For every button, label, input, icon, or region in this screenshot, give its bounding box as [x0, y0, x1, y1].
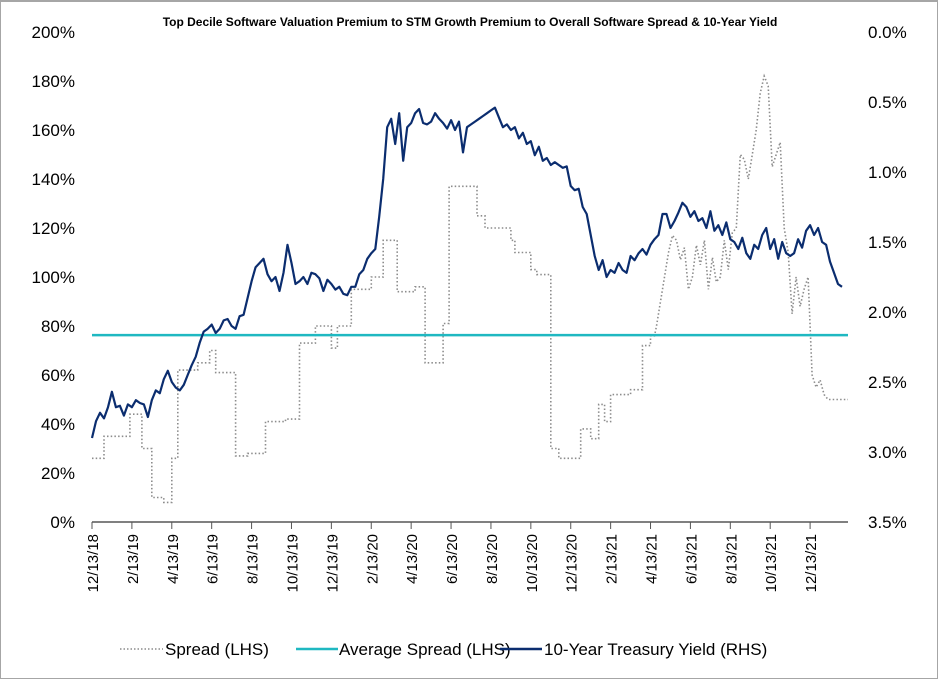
left-y-tick-label: 140% — [32, 170, 75, 189]
left-y-tick-label: 40% — [41, 415, 75, 434]
right-y-tick-label: 3.5% — [868, 513, 907, 532]
x-tick-label: 8/13/20 — [484, 534, 501, 584]
left-y-tick-label: 200% — [32, 23, 75, 42]
left-y-axis: 0% 20% 40% 60% 80% 100% 120% 140% 160% 180% 200% — [32, 23, 75, 532]
x-tick-label: 12/13/20 — [564, 534, 581, 592]
left-y-tick-label: 0% — [50, 513, 75, 532]
x-tick-label: 10/13/20 — [524, 534, 541, 592]
right-y-tick-label: 2.0% — [868, 303, 907, 322]
x-axis: 12/13/18 2/13/19 4/13/19 6/13/19 8/13/19 10/1… — [85, 521, 848, 592]
x-tick-label: 12/13/18 — [85, 534, 102, 592]
legend-label: 10-Year Treasury Yield (RHS) — [544, 640, 767, 659]
left-y-tick-label: 60% — [41, 366, 75, 385]
x-tick-label: 12/13/19 — [324, 534, 341, 592]
left-y-tick-label: 20% — [41, 464, 75, 483]
left-y-tick-label: 180% — [32, 72, 75, 91]
left-y-tick-label: 80% — [41, 317, 75, 336]
right-y-axis: 0.0% 0.5% 1.0% 1.5% 2.0% 2.5% 3.0% 3.5% — [868, 23, 907, 532]
x-tick-label: 2/13/21 — [604, 534, 621, 584]
right-y-tick-label: 1.5% — [868, 233, 907, 252]
x-tick-label: 10/13/21 — [763, 534, 780, 592]
legend-label: Spread (LHS) — [165, 640, 269, 659]
legend-item-treasury-yield[interactable]: 10-Year Treasury Yield (RHS) — [500, 640, 767, 659]
chart-title: Top Decile Software Valuation Premium to… — [163, 15, 778, 29]
legend-item-spread[interactable]: Spread (LHS) — [120, 640, 269, 659]
x-tick-label: 6/13/21 — [683, 534, 700, 584]
x-tick-label: 6/13/20 — [444, 534, 461, 584]
x-tick-label: 8/13/19 — [245, 534, 262, 584]
x-tick-label: 4/13/20 — [404, 534, 421, 584]
x-tick-label: 6/13/19 — [205, 534, 222, 584]
x-tick-label: 2/13/19 — [125, 534, 142, 584]
right-y-tick-label: 1.0% — [868, 163, 907, 182]
series-spread-line — [92, 73, 848, 504]
x-tick-label: 8/13/21 — [723, 534, 740, 584]
right-y-tick-label: 0.5% — [868, 93, 907, 112]
x-tick-label: 2/13/20 — [364, 534, 381, 584]
x-tick-label: 10/13/19 — [284, 534, 301, 592]
left-y-tick-label: 160% — [32, 121, 75, 140]
x-tick-label: 4/13/21 — [644, 534, 661, 584]
right-y-tick-label: 2.5% — [868, 373, 907, 392]
x-tick-label: 12/13/21 — [803, 534, 820, 592]
x-tick-label: 4/13/19 — [165, 534, 182, 584]
left-y-tick-label: 120% — [32, 219, 75, 238]
series-layer — [90, 73, 848, 504]
series-treasury-yield-line — [90, 106, 843, 439]
legend: Spread (LHS) Average Spread (LHS) 10-Yea… — [120, 640, 767, 659]
legend-label: Average Spread (LHS) — [339, 640, 511, 659]
left-y-tick-label: 100% — [32, 268, 75, 287]
right-y-tick-label: 0.0% — [868, 23, 907, 42]
right-y-tick-label: 3.0% — [868, 443, 907, 462]
legend-item-average-spread[interactable]: Average Spread (LHS) — [296, 640, 511, 659]
